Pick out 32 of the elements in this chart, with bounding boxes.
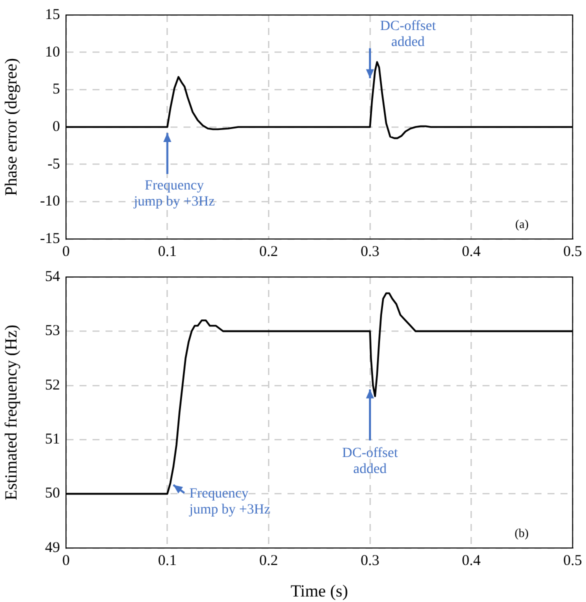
y-tick-label: 53	[45, 323, 60, 340]
y-axis-title: Phase error (degree)	[2, 58, 21, 196]
annotation: (b)	[514, 526, 529, 540]
y-tick-label: 10	[45, 44, 60, 60]
annotation: DC-offset added	[342, 446, 398, 478]
x-tick-label: 0.5	[563, 552, 582, 569]
annotation: Frequency jump by +3Hz	[132, 178, 215, 210]
y-tick-label: 15	[45, 6, 60, 23]
annotation: (a)	[515, 217, 529, 232]
y-tick-label: -10	[40, 194, 60, 210]
y-tick-label: 50	[45, 486, 60, 502]
x-tick-label: 0.3	[360, 244, 380, 260]
y-tick-label: -5	[48, 156, 60, 172]
y-axis-title: Estimated frequency (Hz)	[2, 324, 21, 500]
x-tick-label: 0.4	[462, 552, 482, 569]
x-tick-label: 0.5	[563, 244, 582, 260]
y-tick-label: 49	[45, 540, 60, 556]
annotation: Frequency jump by +3Hz	[188, 486, 270, 518]
x-tick-label: 0.2	[259, 552, 278, 569]
x-tick-label: 0.2	[259, 244, 278, 260]
x-tick-label: 0.1	[158, 244, 177, 260]
x-tick-label: 0.1	[158, 552, 177, 569]
x-axis-title: Time (s)	[290, 581, 348, 600]
y-tick-label: 5	[52, 82, 60, 98]
y-tick-label: 0	[52, 118, 60, 135]
x-tick-label: 0.4	[462, 244, 482, 260]
y-tick-label: -15	[40, 230, 60, 247]
y-tick-label: 51	[45, 432, 60, 448]
y-tick-label: 54	[45, 268, 60, 285]
annotation: DC-offset added	[380, 18, 436, 50]
x-tick-label: 0.3	[360, 552, 380, 569]
y-tick-label: 52	[45, 377, 60, 394]
